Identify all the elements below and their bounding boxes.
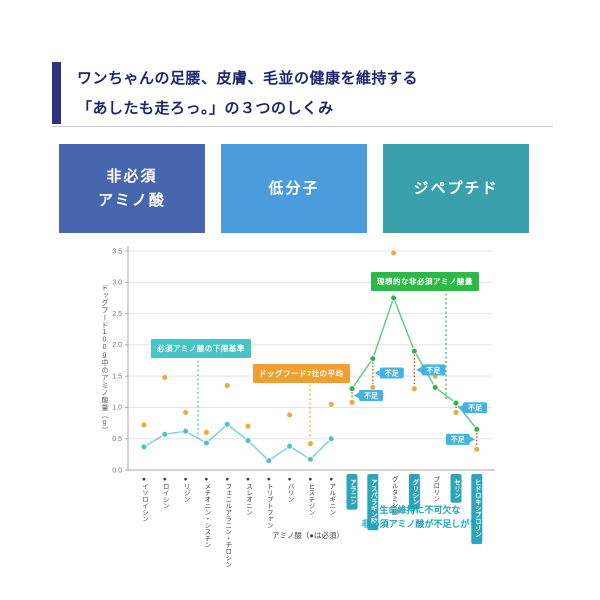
feature-box-label: ジペプチド: [413, 179, 499, 197]
legend-ideal-label: 理想的な非必須アミノ酸量: [371, 272, 479, 291]
y-tick-label: 3.5: [112, 248, 122, 255]
shortage-note-line1: 生命維持に不可欠な: [379, 505, 461, 515]
y-tick-label: 1.5: [112, 373, 122, 380]
x-axis-labels: ●イソロイシン ●ロイシン ●リジン ●メチオニン・シスチン ●フェニルアラニン・チロシ…: [141, 474, 483, 568]
x-label-highlight: アラニン: [349, 479, 357, 506]
x-label: ●アルギニン: [328, 476, 336, 516]
y-tick-label: 2.5: [112, 311, 122, 318]
legend-limit-label: 必須アミノ酸の下限基準: [151, 339, 251, 358]
x-label: ●フェニルアラニン・チロシン: [224, 476, 232, 568]
x-axis-caption: アミノ酸（●は必須）: [272, 531, 344, 540]
series-lower-limit-line: [140, 420, 335, 465]
svg-text:不足: 不足: [385, 369, 400, 377]
y-tick-label: 2.0: [112, 342, 122, 349]
feature-box-label: 非必須: [106, 168, 158, 186]
y-tick-label: 3.0: [112, 280, 122, 287]
x-label: ●ロイシン: [161, 476, 169, 509]
legend-average-label: ドッグフード7社の平均: [253, 364, 350, 383]
x-label: ●リジン: [182, 476, 190, 503]
x-label: プロリン: [432, 476, 440, 502]
svg-text:不足: 不足: [426, 366, 441, 374]
title-divider: [52, 126, 553, 127]
shortage-note-line2: 非必須アミノ酸が不足しがち: [361, 518, 479, 529]
x-label-highlight: アスパラギン酸: [369, 479, 377, 526]
title-accent-bar: [52, 62, 61, 124]
svg-text:不足: 不足: [468, 404, 483, 412]
y-tick-label: 0.5: [112, 436, 122, 443]
feature-box-label: アミノ酸: [98, 191, 166, 209]
svg-text:不足: 不足: [364, 392, 379, 400]
feature-box-label: 低分子: [268, 179, 320, 197]
feature-box-dipeptide: ジペプチド: [383, 144, 529, 233]
x-label: ●スレオニン: [245, 476, 253, 516]
x-label-highlight: セリン: [453, 479, 461, 499]
legend-leader-lines: [197, 289, 447, 438]
y-axis-title: ドッグフード100g中のアミノ酸量（g）: [101, 284, 108, 434]
feature-box-nonessential-amino: 非必須 アミノ酸: [59, 144, 205, 233]
shortage-note: 生命維持に不可欠な 非必須アミノ酸が不足しがち: [336, 504, 504, 532]
series-average-dots: [140, 249, 481, 465]
x-label-highlight: グリシン: [411, 478, 419, 506]
x-label: グルタミン酸: [390, 475, 398, 517]
feature-box-low-molecular: 低分子: [221, 144, 367, 233]
page-title-line2: 「あしたも走ろっ。」の３つのしくみ: [77, 100, 334, 117]
x-label: ●バリン: [286, 476, 294, 503]
page-title-line1: ワンちゃんの足腰、皮膚、毛並の健康を維持する: [77, 70, 419, 87]
x-label: ●ヒスチジン: [307, 476, 315, 516]
x-label: ●トリプトファン: [265, 476, 273, 529]
y-tick-label: 0.0: [112, 467, 122, 474]
x-label: ●メチオニン・シスチン: [203, 476, 211, 548]
series-ideal-line: [348, 294, 481, 433]
y-tick-label: 1.0: [112, 405, 122, 412]
svg-text:不足: 不足: [451, 436, 466, 444]
x-label-highlight: ヒドロキシプロリン: [473, 479, 481, 538]
x-label: ●イソロイシン: [141, 476, 149, 522]
